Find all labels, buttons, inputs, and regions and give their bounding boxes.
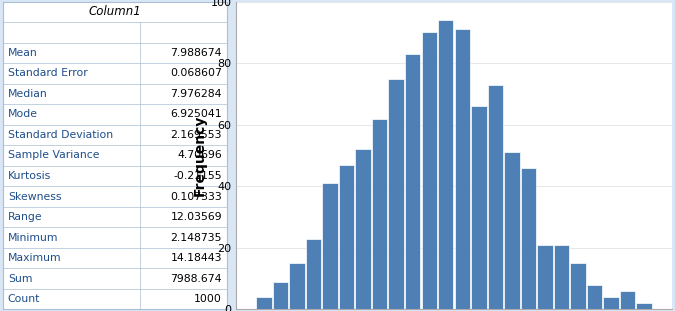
Bar	[422, 32, 437, 309]
Y-axis label: Frequency: Frequency	[192, 115, 207, 196]
Text: 2.148735: 2.148735	[171, 233, 222, 243]
Text: Standard Error: Standard Error	[8, 68, 88, 78]
Bar	[273, 282, 288, 309]
Text: 14.18443: 14.18443	[171, 253, 222, 263]
Text: 12.03569: 12.03569	[171, 212, 222, 222]
Bar	[487, 85, 503, 309]
Text: Sample Variance: Sample Variance	[8, 151, 99, 160]
Bar	[389, 79, 404, 309]
Text: Column1: Column1	[88, 5, 141, 18]
Bar	[306, 239, 321, 309]
Text: 2.169553: 2.169553	[171, 130, 222, 140]
Text: Mean: Mean	[8, 48, 38, 58]
Bar	[587, 285, 602, 309]
Text: Minimum: Minimum	[8, 233, 58, 243]
Text: 7988.674: 7988.674	[171, 274, 222, 284]
Bar	[520, 168, 536, 309]
Bar	[290, 263, 304, 309]
Bar	[603, 297, 619, 309]
Bar	[620, 291, 635, 309]
Bar	[323, 183, 338, 309]
Bar	[637, 303, 652, 309]
Text: 6.925041: 6.925041	[171, 109, 222, 119]
Bar	[356, 149, 371, 309]
Text: Sum: Sum	[8, 274, 32, 284]
Bar	[454, 29, 470, 309]
Text: Skewness: Skewness	[8, 192, 61, 202]
Text: 1000: 1000	[194, 294, 222, 304]
Text: 0.068607: 0.068607	[170, 68, 222, 78]
Text: -0.21155: -0.21155	[173, 171, 222, 181]
Bar	[405, 54, 421, 309]
Text: 4.70696: 4.70696	[178, 151, 222, 160]
Bar	[438, 20, 454, 309]
Bar	[256, 297, 271, 309]
Text: Standard Deviation: Standard Deviation	[8, 130, 113, 140]
Text: Kurtosis: Kurtosis	[8, 171, 51, 181]
Bar	[339, 165, 354, 309]
Bar	[570, 263, 586, 309]
Text: Median: Median	[8, 89, 48, 99]
Text: Maximum: Maximum	[8, 253, 61, 263]
Bar	[471, 106, 487, 309]
Bar	[537, 245, 553, 309]
Text: 0.107333: 0.107333	[170, 192, 222, 202]
Text: 7.976284: 7.976284	[171, 89, 222, 99]
Bar	[504, 152, 520, 309]
Bar	[554, 245, 569, 309]
Bar	[372, 118, 387, 309]
Text: Count: Count	[8, 294, 40, 304]
Text: Range: Range	[8, 212, 43, 222]
Text: 7.988674: 7.988674	[171, 48, 222, 58]
Text: Mode: Mode	[8, 109, 38, 119]
